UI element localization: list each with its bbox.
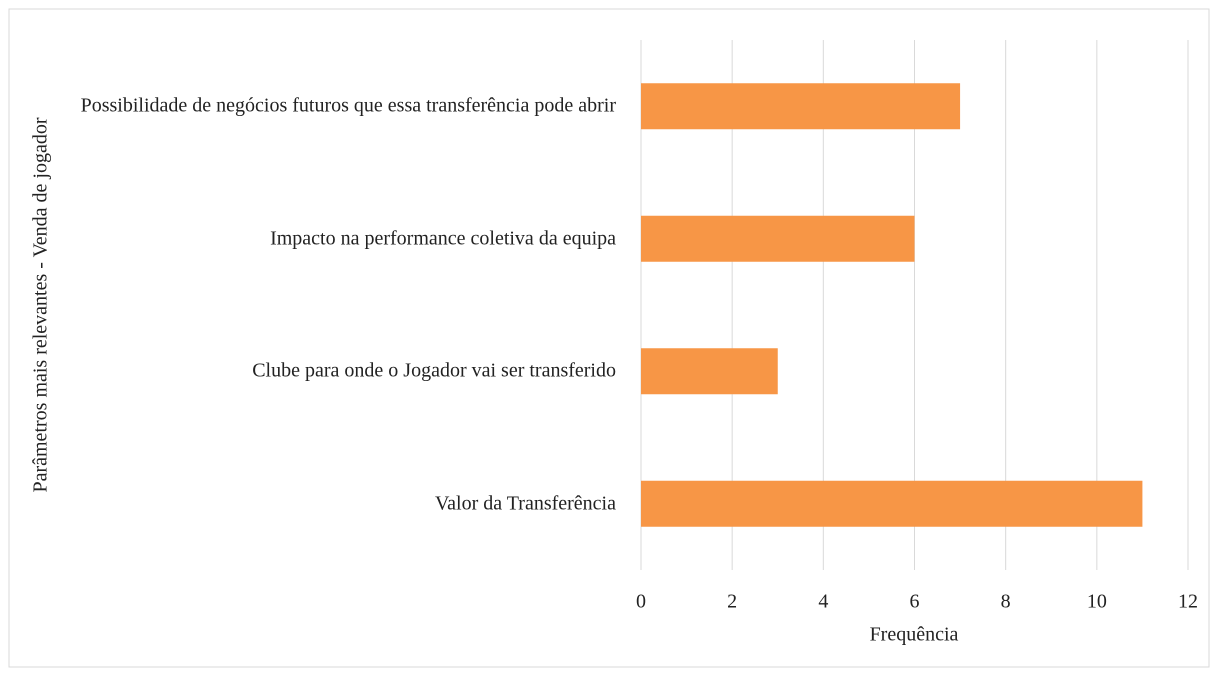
- y-tick-label: Impacto na performance coletiva da equip…: [270, 227, 616, 250]
- x-tick-label: 12: [1178, 591, 1198, 613]
- y-axis-title: Parâmetros mais relevantes - Venda de jo…: [30, 117, 52, 492]
- bar: [641, 480, 1143, 527]
- x-tick-label: 2: [727, 591, 737, 613]
- y-tick-label: Valor da Transferência: [434, 492, 616, 515]
- bar: [641, 348, 778, 395]
- x-tick-label: 6: [910, 591, 920, 613]
- y-tick-label: Clube para onde o Jogador vai ser transf…: [252, 359, 616, 382]
- chart-border: [8, 8, 1210, 668]
- bar: [641, 215, 915, 262]
- x-tick-label: 10: [1087, 591, 1107, 613]
- bar: [641, 83, 961, 130]
- x-tick-label: 8: [1001, 591, 1011, 613]
- y-tick-label: Possibilidade de negócios futuros que es…: [80, 94, 616, 117]
- x-tick-label: 0: [636, 591, 646, 613]
- x-axis-title: Frequência: [870, 624, 959, 646]
- x-tick-label: 4: [818, 591, 828, 613]
